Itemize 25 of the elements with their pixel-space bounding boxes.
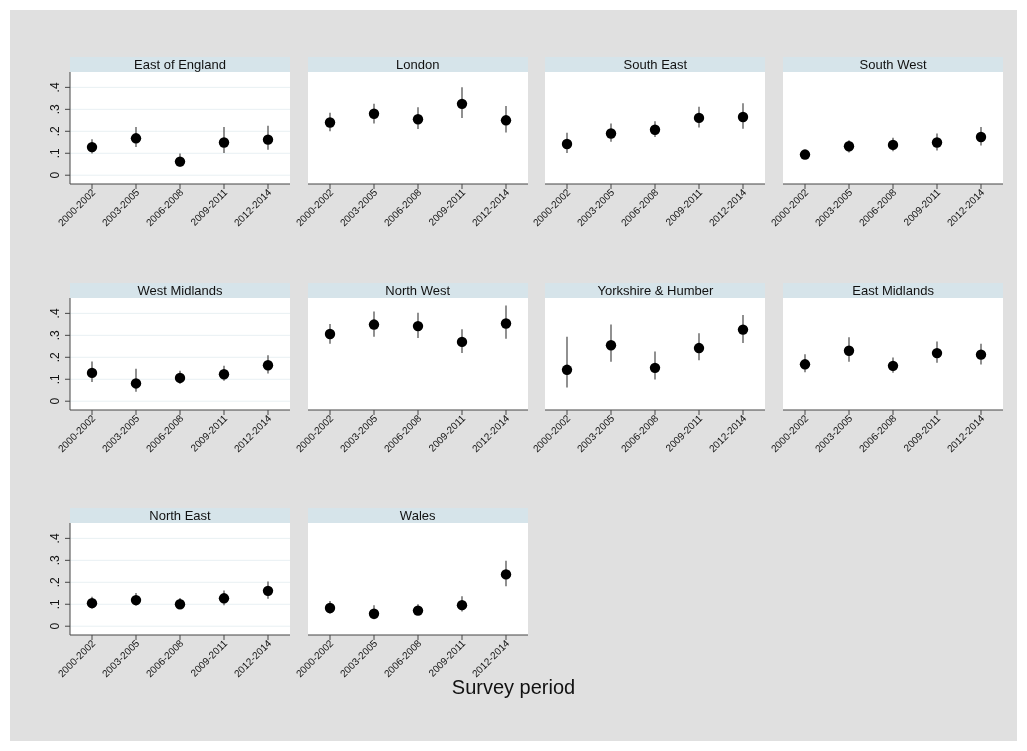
y-tick-label: .4 bbox=[48, 307, 62, 318]
y-tick-label: 0 bbox=[48, 397, 62, 405]
y-tick-label: 0 bbox=[48, 171, 62, 179]
y-tick-label: .3 bbox=[48, 329, 62, 340]
chart-title: South East bbox=[545, 57, 766, 72]
y-tick-label: .1 bbox=[48, 147, 62, 159]
y-tick-label: .2 bbox=[48, 125, 62, 137]
y-tick-label: .4 bbox=[48, 533, 62, 544]
y-tick-label: .1 bbox=[48, 598, 62, 610]
chart-title: East of England bbox=[70, 57, 290, 72]
chart-title: North West bbox=[307, 282, 528, 298]
y-tick-label: 0 bbox=[48, 622, 62, 630]
chart-title: North East bbox=[70, 508, 290, 523]
y-tick-label: .1 bbox=[48, 373, 62, 384]
chart-title: London bbox=[307, 57, 528, 72]
chart-title: Wales bbox=[307, 508, 528, 523]
chart-title: Yorkshire & Humber bbox=[545, 282, 766, 298]
chart-title: South West bbox=[783, 57, 1004, 72]
y-tick-label: .2 bbox=[48, 576, 62, 588]
y-tick-label: .4 bbox=[48, 82, 62, 93]
chart-title: East Midlands bbox=[783, 282, 1004, 298]
y-tick-label: .2 bbox=[48, 351, 62, 362]
y-tick-label: .3 bbox=[48, 555, 62, 566]
y-tick-label: .3 bbox=[48, 104, 62, 115]
chart-title: West Midlands bbox=[70, 282, 290, 298]
